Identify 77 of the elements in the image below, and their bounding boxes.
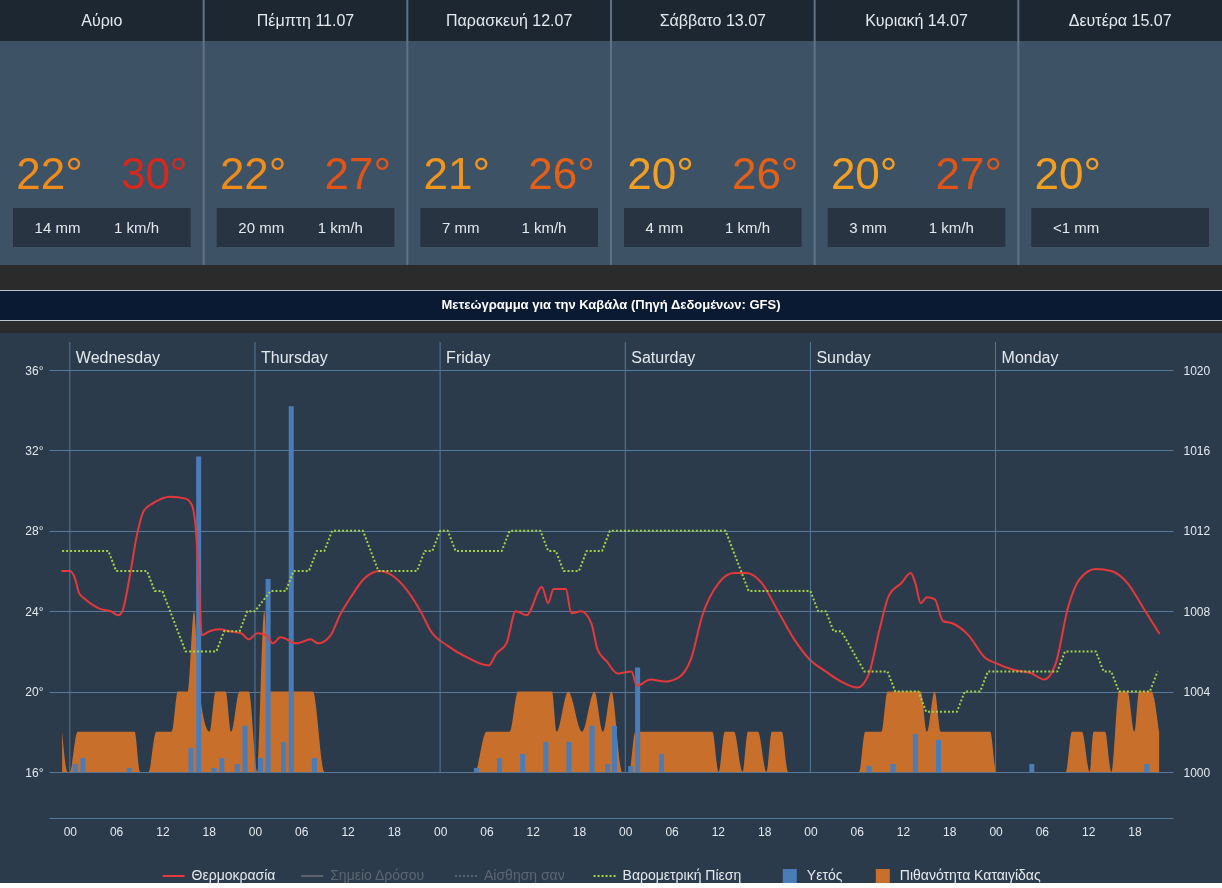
legend-label: Υετός: [806, 867, 843, 883]
y2-tick-label: 1012: [1183, 524, 1211, 539]
category-label: Πέμπτη 11.07: [256, 12, 355, 29]
legend-label: Πιθανότητα Καταιγίδας: [899, 867, 1041, 883]
ref-line-label: Thursday: [260, 349, 328, 366]
category-label: Δευτέρα 15.07: [1068, 12, 1172, 29]
y-tick-label: 36°: [25, 363, 44, 378]
category-label: Σάββατο 13.07: [659, 12, 767, 29]
x-tick-label: 12: [711, 824, 726, 839]
legend-label: Βαρομετρική Πίεση: [622, 867, 742, 883]
x-tick-label: 12: [341, 824, 356, 839]
x-tick-label: 12: [1081, 824, 1096, 839]
x-tick-label: 00: [63, 824, 78, 839]
x-tick-label: 06: [480, 824, 494, 839]
x-tick-label: 12: [526, 824, 541, 839]
data-label: 21°: [423, 149, 491, 198]
data-label: 27°: [324, 149, 392, 198]
data-label: 27°: [935, 149, 1003, 198]
y2-tick-label: 1016: [1183, 443, 1211, 458]
y-tick-label: 32°: [25, 443, 44, 458]
data-label: 20°: [830, 149, 898, 198]
category-label: Κυριακή 14.07: [865, 12, 968, 29]
data-label: 7 mm: [441, 219, 480, 236]
category-label: Παρασκευή 12.07: [446, 12, 573, 29]
x-tick-label: 06: [109, 824, 124, 839]
data-label: 20°: [627, 149, 694, 198]
chart-title: Μετεώγραμμα για την Καβάλα (Πηγή Δεδομένων: GFS): [441, 296, 781, 312]
x-tick-label: 06: [665, 824, 680, 839]
data-label: 14 mm: [34, 219, 81, 236]
legend-label: Θερμοκρασία: [191, 867, 276, 883]
ref-line-label: Monday: [1001, 349, 1059, 366]
y2-tick-label: 1008: [1183, 604, 1211, 619]
ref-line-label: Sunday: [816, 349, 871, 366]
x-tick-label: 00: [433, 824, 448, 839]
ref-line-label: Wednesday: [75, 349, 161, 366]
data-label: 26°: [731, 149, 799, 198]
x-tick-label: 18: [757, 824, 772, 839]
y-tick-label: 24°: [25, 604, 44, 619]
data-label: 1 km/h: [114, 219, 160, 236]
x-tick-label: 18: [387, 824, 402, 839]
y2-tick-label: 1004: [1183, 685, 1211, 700]
data-label: 1 km/h: [928, 219, 974, 236]
data-label: 22°: [219, 149, 287, 198]
data-label: 20 mm: [238, 219, 285, 236]
data-label: 26°: [528, 149, 595, 198]
x-tick-label: 00: [989, 824, 1004, 839]
data-label: 4 mm: [645, 219, 684, 236]
data-label: 30°: [120, 149, 188, 198]
data-label: 1 km/h: [317, 219, 363, 236]
x-tick-label: 06: [1035, 824, 1050, 839]
ref-line-label: Saturday: [631, 349, 696, 366]
x-tick-label: 18: [1128, 824, 1142, 839]
x-tick-label: 00: [619, 824, 633, 839]
data-label: 1 km/h: [725, 219, 771, 236]
data-label: 1 km/h: [521, 219, 567, 236]
x-tick-label: 12: [896, 824, 911, 839]
x-tick-label: 00: [804, 824, 818, 839]
data-label: 3 mm: [849, 219, 887, 236]
y-tick-label: 28°: [25, 524, 44, 539]
x-tick-label: 12: [156, 824, 170, 839]
ref-line-label: Friday: [446, 349, 491, 366]
y2-tick-label: 1020: [1183, 363, 1211, 378]
x-tick-label: 06: [295, 824, 309, 839]
line-series: [61, 529, 1159, 713]
category-label: Αύριο: [81, 12, 123, 29]
x-tick-label: 00: [248, 824, 263, 839]
data-label: 22°: [16, 149, 83, 198]
y-tick-label: 16°: [25, 765, 44, 780]
line-series: [61, 495, 1161, 689]
data-label: 20°: [1034, 149, 1102, 198]
y2-tick-label: 1000: [1183, 765, 1211, 780]
x-tick-label: 06: [850, 824, 865, 839]
data-label: <1 mm: [1052, 219, 1100, 236]
x-tick-label: 18: [943, 824, 957, 839]
x-tick-label: 18: [202, 824, 217, 839]
y-tick-label: 20°: [25, 685, 44, 700]
x-tick-label: 18: [572, 824, 587, 839]
